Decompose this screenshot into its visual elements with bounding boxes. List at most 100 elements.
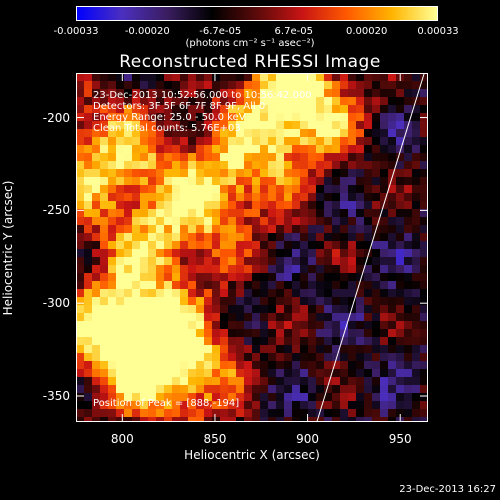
heatmap-cell (292, 73, 301, 82)
heatmap-cell (180, 329, 189, 338)
heatmap-cell (268, 393, 277, 402)
heatmap-cell (260, 249, 269, 258)
heatmap-cell (132, 217, 141, 226)
heatmap-cell (156, 401, 165, 410)
heatmap-cell (284, 369, 293, 378)
heatmap-cell (364, 233, 373, 242)
heatmap-cell (420, 377, 428, 386)
heatmap-cell (252, 273, 261, 282)
heatmap-cell (252, 297, 261, 306)
heatmap-cell (100, 273, 109, 282)
heatmap-cell (108, 401, 117, 410)
heatmap-cell (236, 273, 245, 282)
heatmap-cell (140, 337, 149, 346)
heatmap-cell (324, 281, 333, 290)
heatmap-cell (92, 121, 101, 130)
heatmap-cell (148, 233, 157, 242)
heatmap-cell (132, 177, 141, 186)
heatmap-cell (340, 401, 349, 410)
heatmap-cell (84, 137, 93, 146)
heatmap-cell (420, 193, 428, 202)
heatmap-cell (204, 177, 213, 186)
heatmap-cell (260, 169, 269, 178)
heatmap-cell (172, 73, 181, 82)
heatmap-cell (76, 417, 85, 422)
heatmap-cell (372, 193, 381, 202)
heatmap-cell (244, 217, 253, 226)
heatmap-cell (324, 321, 333, 330)
heatmap-cell (252, 329, 261, 338)
heatmap-cell (316, 177, 325, 186)
heatmap-cell (316, 393, 325, 402)
heatmap-cell (292, 113, 301, 122)
heatmap-cell (76, 257, 85, 266)
heatmap-cell (380, 409, 389, 418)
heatmap-cell (420, 153, 428, 162)
heatmap-cell (276, 225, 285, 234)
heatmap-cell (252, 249, 261, 258)
heatmap-cell (412, 137, 421, 146)
heatmap-cell (212, 297, 221, 306)
heatmap-cell (340, 177, 349, 186)
heatmap-cell (108, 201, 117, 210)
heatmap-cell (420, 241, 428, 250)
heatmap-cell (132, 169, 141, 178)
heatmap-cell (284, 393, 293, 402)
heatmap-cell (196, 137, 205, 146)
heatmap-cell (196, 169, 205, 178)
heatmap-cell (340, 241, 349, 250)
heatmap-cell (332, 241, 341, 250)
heatmap-cell (196, 153, 205, 162)
heatmap-cell (204, 73, 213, 82)
heatmap-cell (132, 193, 141, 202)
heatmap-cell (412, 257, 421, 266)
heatmap-cell (92, 305, 101, 314)
heatmap-cell (252, 409, 261, 418)
heatmap-cell (124, 281, 133, 290)
heatmap-cell (388, 121, 397, 130)
heatmap-cell (148, 369, 157, 378)
heatmap-cell (76, 209, 85, 218)
heatmap-cell (388, 113, 397, 122)
heatmap-cell (316, 377, 325, 386)
heatmap-cell (140, 329, 149, 338)
heatmap-cell (228, 265, 237, 274)
heatmap-cell (404, 193, 413, 202)
heatmap-cell (324, 169, 333, 178)
heatmap-cell (380, 353, 389, 362)
heatmap-cell (204, 417, 213, 422)
heatmap-cell (180, 417, 189, 422)
heatmap-cell (420, 329, 428, 338)
heatmap-cell (84, 249, 93, 258)
heatmap-cell (84, 177, 93, 186)
heatmap-cell (372, 201, 381, 210)
heatmap-cell (156, 233, 165, 242)
heatmap-cell (100, 129, 109, 138)
heatmap-cell (412, 313, 421, 322)
heatmap-cell (212, 305, 221, 314)
heatmap-cell (244, 113, 253, 122)
heatmap-cell (332, 73, 341, 82)
heatmap-cell (100, 297, 109, 306)
heatmap-cell (76, 161, 85, 170)
heatmap-cell (276, 129, 285, 138)
heatmap-cell (316, 273, 325, 282)
heatmap-cell (340, 129, 349, 138)
heatmap-cell (188, 377, 197, 386)
heatmap-cell (316, 289, 325, 298)
heatmap-cell (324, 369, 333, 378)
heatmap-cell (132, 417, 141, 422)
heatmap-cell (140, 345, 149, 354)
heatmap-cell (292, 241, 301, 250)
heatmap-cell (404, 401, 413, 410)
heatmap-cell (308, 233, 317, 242)
heatmap-cell (164, 177, 173, 186)
heatmap-cell (412, 377, 421, 386)
heatmap-cell (132, 233, 141, 242)
heatmap-cell (132, 241, 141, 250)
heatmap-cell (364, 225, 373, 234)
heatmap-cell (268, 129, 277, 138)
heatmap-cell (332, 273, 341, 282)
heatmap-cell (268, 169, 277, 178)
heatmap-cell (412, 73, 421, 82)
